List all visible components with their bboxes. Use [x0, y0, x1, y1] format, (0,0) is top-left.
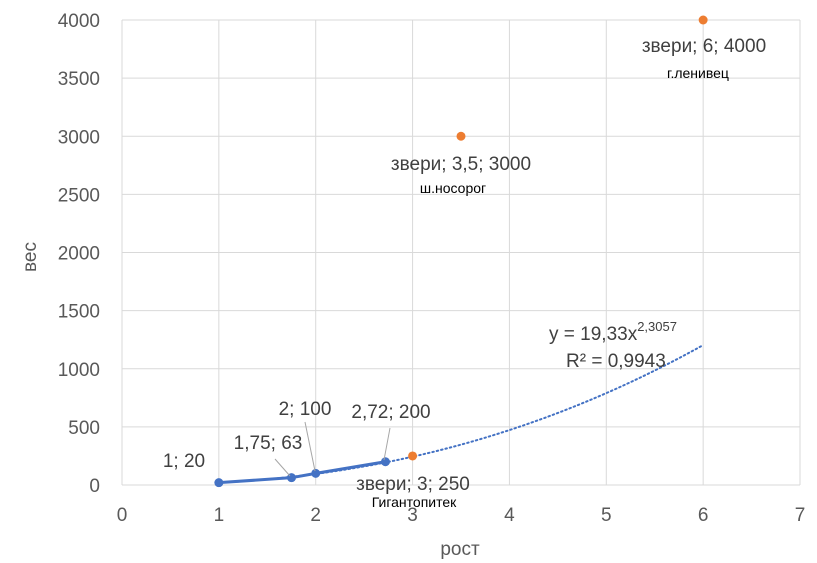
series-1-point	[214, 478, 224, 488]
series-2-point	[408, 451, 418, 461]
trendline-equation: y = 19,33x2,3057	[549, 319, 677, 345]
data-label: 2; 100	[279, 399, 332, 420]
trendline-equation-base: y = 19,33x	[549, 324, 638, 345]
y-tick-label: 2500	[58, 185, 100, 206]
point-annotation: г.ленивец	[667, 65, 729, 81]
data-labels: 1; 20 1,75; 63 2; 100 2,72; 200 звери; 3; 25…	[163, 36, 766, 510]
leader-line	[383, 427, 391, 461]
y-tick-label: 0	[89, 476, 100, 497]
x-tick-label: 6	[698, 505, 709, 526]
trendline-equation-exponent: 2,3057	[637, 319, 677, 334]
y-tick-label: 2000	[58, 244, 100, 265]
x-tick-label: 1	[214, 505, 225, 526]
tick-labels: 0 500 1000 1500 2000 2500 3000 3500 4000 0 1 2 3 4 5 6 7	[58, 11, 806, 526]
y-tick-label: 1000	[58, 360, 100, 381]
data-label: 1; 20	[163, 451, 205, 472]
series-2-point	[698, 15, 708, 25]
x-tick-label: 2	[310, 505, 321, 526]
series-1-point	[311, 468, 321, 478]
y-tick-label: 4000	[58, 11, 100, 32]
gridlines	[121, 19, 801, 486]
leader-line	[304, 421, 316, 472]
series-1-point	[380, 457, 390, 467]
series-2-point	[456, 131, 466, 141]
point-annotation: Гигантопитек	[372, 494, 457, 510]
trendline-r2: R² = 0,9943	[566, 351, 666, 372]
data-label: звери; 3; 250	[356, 474, 470, 495]
x-axis-title: рост	[440, 539, 480, 560]
y-tick-label: 3000	[58, 127, 100, 148]
x-tick-label: 4	[504, 505, 515, 526]
point-annotation: ш.носорог	[420, 180, 486, 196]
x-tick-label: 3	[407, 505, 418, 526]
x-tick-label: 0	[117, 505, 128, 526]
x-tick-label: 5	[601, 505, 612, 526]
y-tick-label: 500	[68, 418, 100, 439]
y-tick-label: 1500	[58, 302, 100, 323]
data-label: звери; 6; 4000	[642, 36, 766, 57]
data-label: 2,72; 200	[351, 402, 430, 423]
y-tick-label: 3500	[58, 69, 100, 90]
data-label: звери; 3,5; 3000	[391, 154, 531, 175]
series-1-line	[218, 460, 386, 485]
x-tick-label: 7	[795, 505, 806, 526]
y-axis-title: вес	[20, 242, 41, 272]
leader-line	[274, 458, 291, 477]
series-group	[214, 15, 708, 488]
data-label: 1,75; 63	[234, 433, 303, 454]
